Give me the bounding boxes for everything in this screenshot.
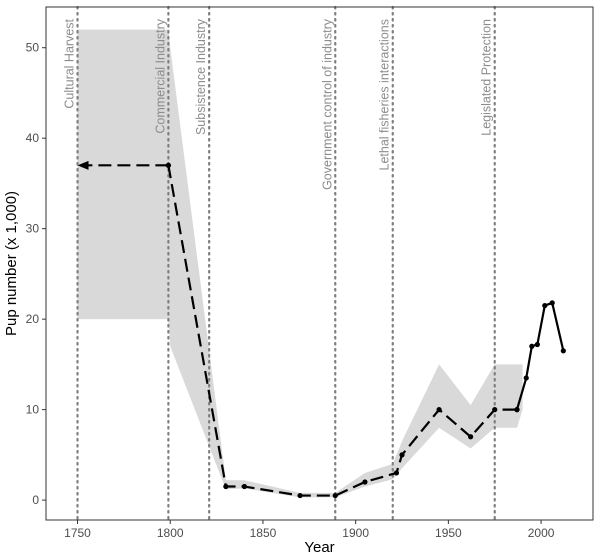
series-line-solid (515, 301, 565, 410)
data-point (393, 470, 400, 476)
y-tick-label: 10 (26, 403, 40, 417)
x-tick-label: 2000 (528, 526, 555, 540)
y-tick-label: 20 (26, 312, 40, 326)
event-label: Government control of industry (320, 18, 334, 190)
data-point (549, 300, 555, 306)
y-tick-label: 50 (26, 41, 40, 55)
arrowhead (77, 160, 89, 170)
data-point (223, 483, 229, 490)
y-axis-title: Pup number (x 1,000) (3, 191, 20, 336)
event-label: Lethal fisheries interactions (378, 19, 392, 170)
event-label: Subsistence Industry (194, 18, 208, 135)
event-label: Legislated Protection (480, 19, 494, 136)
data-point (560, 348, 566, 354)
data-point (241, 483, 248, 490)
data-point (297, 492, 303, 499)
y-tick-label: 30 (26, 222, 40, 236)
data-point (523, 375, 529, 381)
uncertainty-band-layer (77, 29, 523, 498)
data-point (534, 341, 540, 348)
x-tick-label: 1900 (342, 526, 369, 540)
x-tick-label: 1750 (64, 526, 91, 540)
x-tick-label: 1850 (250, 526, 277, 540)
data-point (362, 479, 368, 485)
series-line-dashed (167, 165, 517, 497)
event-label: Commercial Industry (153, 18, 167, 133)
points-layer (165, 162, 566, 499)
data-point (436, 407, 442, 413)
data-point (332, 492, 338, 499)
uncertainty-band (77, 29, 523, 498)
data-point (399, 452, 405, 458)
data-point (542, 302, 548, 309)
y-tick-label: 0 (32, 493, 39, 507)
data-point (165, 162, 171, 168)
y-tick-label: 40 (26, 131, 40, 145)
x-tick-label: 1950 (435, 526, 462, 540)
event-lines-layer: Cultural Harvest Commercial Industry Subsi… (63, 5, 496, 522)
x-tick-label: 1800 (157, 526, 184, 540)
data-point (468, 434, 474, 440)
data-point (492, 407, 498, 413)
data-point (529, 343, 535, 349)
data-point (514, 407, 520, 413)
axes-layer: 1750 1800 1850 1900 1950 2000 0 10 20 30 40 50 (26, 41, 555, 540)
plot-panel-border (45, 6, 594, 521)
x-axis-title: Year (304, 539, 334, 556)
event-label: Cultural Harvest (63, 18, 77, 108)
